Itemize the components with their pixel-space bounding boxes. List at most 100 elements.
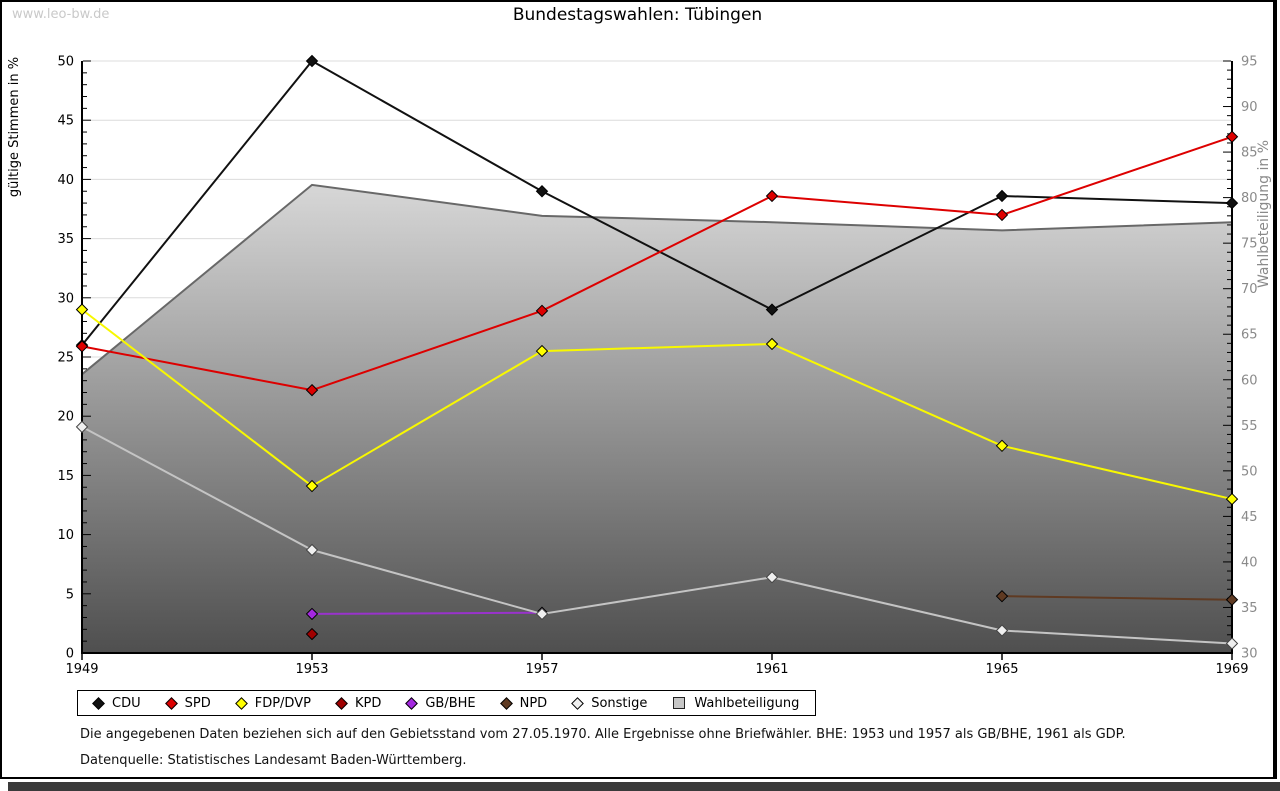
right-tick-label: 80 <box>1241 191 1258 206</box>
marker-cdu-1965 <box>995 189 1009 203</box>
series-group <box>75 54 1239 650</box>
series-line-sonstige <box>81 425 1233 645</box>
legend-item-gb-bhe: GB/BHE <box>405 695 476 711</box>
marker-fdp-dvp-1969 <box>1225 492 1239 506</box>
marker-spd-1961 <box>765 189 779 203</box>
right-tick-label: 50 <box>1241 464 1258 479</box>
marker-sonstige-1949 <box>75 420 89 434</box>
left-tick-label: 0 <box>66 647 74 662</box>
marker-cdu-1969 <box>1225 196 1239 210</box>
legend-label: KPD <box>354 695 382 711</box>
left-tick-label: 25 <box>57 351 74 366</box>
marker-cdu-1957 <box>535 185 549 198</box>
right-axis-title: Wahlbeteiligung in % <box>1256 140 1272 288</box>
marker-spd-1953 <box>305 383 319 397</box>
right-tick-label: 95 <box>1241 55 1258 70</box>
right-tick-label: 85 <box>1241 146 1258 161</box>
marker-fdp-dvp-1957 <box>535 344 549 358</box>
x-tick-label: 1965 <box>985 662 1018 677</box>
marker-sonstige-1957 <box>535 607 549 621</box>
marker-cdu-1961 <box>765 303 779 316</box>
marker-npd-1965 <box>995 589 1009 603</box>
legend-label: FDP/DVP <box>254 695 311 711</box>
marker-gb-bhe-1953 <box>305 607 319 621</box>
legend: CDU SPD FDP/DVP KPD GB/BHE NPD Sonstige Wahlbet… <box>77 690 817 716</box>
right-tick-label: 75 <box>1241 237 1258 252</box>
right-tick-label: 90 <box>1241 100 1258 115</box>
turnout-area <box>81 183 1233 652</box>
marker-cdu-1953 <box>305 54 319 68</box>
marker-spd-1969 <box>1225 130 1239 143</box>
legend-diamond-icon <box>405 696 419 710</box>
legend-item-spd: SPD <box>164 695 211 711</box>
bottom-bar <box>8 782 1280 791</box>
legend-square-icon <box>673 697 686 709</box>
axes: 0 5 10 15 20 25 30 35 40 45 50 30 35 40 45 50 55 60 65 70 75… <box>57 55 1257 678</box>
legend-diamond-icon <box>92 696 105 710</box>
legend-item-npd: NPD <box>499 695 548 711</box>
left-tick-label: 5 <box>66 587 74 602</box>
right-tick-label: 55 <box>1241 419 1258 434</box>
series-line-spd <box>81 135 1233 392</box>
right-tick-label: 45 <box>1241 510 1258 525</box>
left-tick-label: 50 <box>57 55 74 70</box>
series-line-fdp-dvp <box>81 308 1233 501</box>
legend-diamond-icon <box>499 696 513 710</box>
marker-sonstige-1961 <box>765 571 779 584</box>
legend-item-cdu: CDU <box>92 695 141 711</box>
x-tick-label: 1949 <box>65 662 98 677</box>
legend-diamond-icon <box>164 696 178 710</box>
right-tick-label: 40 <box>1241 555 1258 570</box>
turnout-area-border <box>81 183 1233 376</box>
marker-fdp-dvp-1961 <box>765 337 779 351</box>
watermark: www.leo-bw.de <box>12 7 110 22</box>
x-tick-label: 1957 <box>525 662 558 677</box>
right-tick-label: 70 <box>1241 282 1258 297</box>
chart-title: Bundestagswahlen: Tübingen <box>512 5 763 25</box>
legend-diamond-icon <box>234 696 248 710</box>
right-tick-label: 30 <box>1241 647 1258 662</box>
marker-fdp-dvp-1953 <box>305 479 319 493</box>
left-tick-label: 40 <box>57 173 74 188</box>
legend-label: SPD <box>184 695 211 711</box>
right-tick-label: 35 <box>1241 601 1258 616</box>
marker-sonstige-1969 <box>1225 637 1239 650</box>
turnout-area-fill <box>82 184 1232 652</box>
right-tick-label: 60 <box>1241 373 1258 388</box>
marker-fdp-dvp-1949 <box>75 303 89 316</box>
footnote-geography: Die angegebenen Daten beziehen sich auf … <box>80 727 1126 742</box>
election-line-chart: 0 5 10 15 20 25 30 35 40 45 50 30 35 40 45 50 55 60 65 70 75… <box>7 54 1272 678</box>
left-tick-label: 10 <box>57 528 74 543</box>
left-tick-label: 15 <box>57 469 74 484</box>
legend-label: NPD <box>519 695 548 711</box>
marker-npd-1969 <box>1225 593 1239 606</box>
x-tick-label: 1953 <box>295 662 328 677</box>
left-tick-label: 30 <box>57 291 74 306</box>
legend-item-kpd: KPD <box>335 695 382 711</box>
series-line-npd <box>1001 595 1233 601</box>
marker-fdp-dvp-1965 <box>995 439 1009 453</box>
right-tick-label: 65 <box>1241 328 1258 343</box>
left-tick-label: 35 <box>57 232 74 247</box>
legend-item-wahlbeteiligung: Wahlbeteiligung <box>673 696 799 711</box>
left-tick-label: 45 <box>57 114 74 129</box>
marker-sonstige-1965 <box>995 624 1009 637</box>
legend-label: Sonstige <box>591 695 648 711</box>
legend-diamond-icon <box>335 696 348 710</box>
legend-label: Wahlbeteiligung <box>694 695 800 711</box>
series-line-cdu <box>81 60 1233 346</box>
marker-spd-1957 <box>535 304 549 318</box>
marker-spd-1965 <box>995 208 1009 222</box>
legend-item-sonstige: Sonstige <box>571 695 648 711</box>
left-tick-label: 20 <box>57 410 74 425</box>
marker-sonstige-1953 <box>305 543 319 557</box>
footnote-source: Datenquelle: Statistisches Landesamt Bad… <box>80 753 467 768</box>
marker-kpd-1953 <box>305 627 319 641</box>
marker-spd-1949 <box>75 340 89 353</box>
x-tick-label: 1969 <box>1215 662 1248 677</box>
legend-label: GB/BHE <box>425 695 476 711</box>
left-axis-title: gültige Stimmen in % <box>7 57 22 197</box>
legend-label: CDU <box>112 695 141 711</box>
series-line-gb-bhe <box>311 611 543 615</box>
